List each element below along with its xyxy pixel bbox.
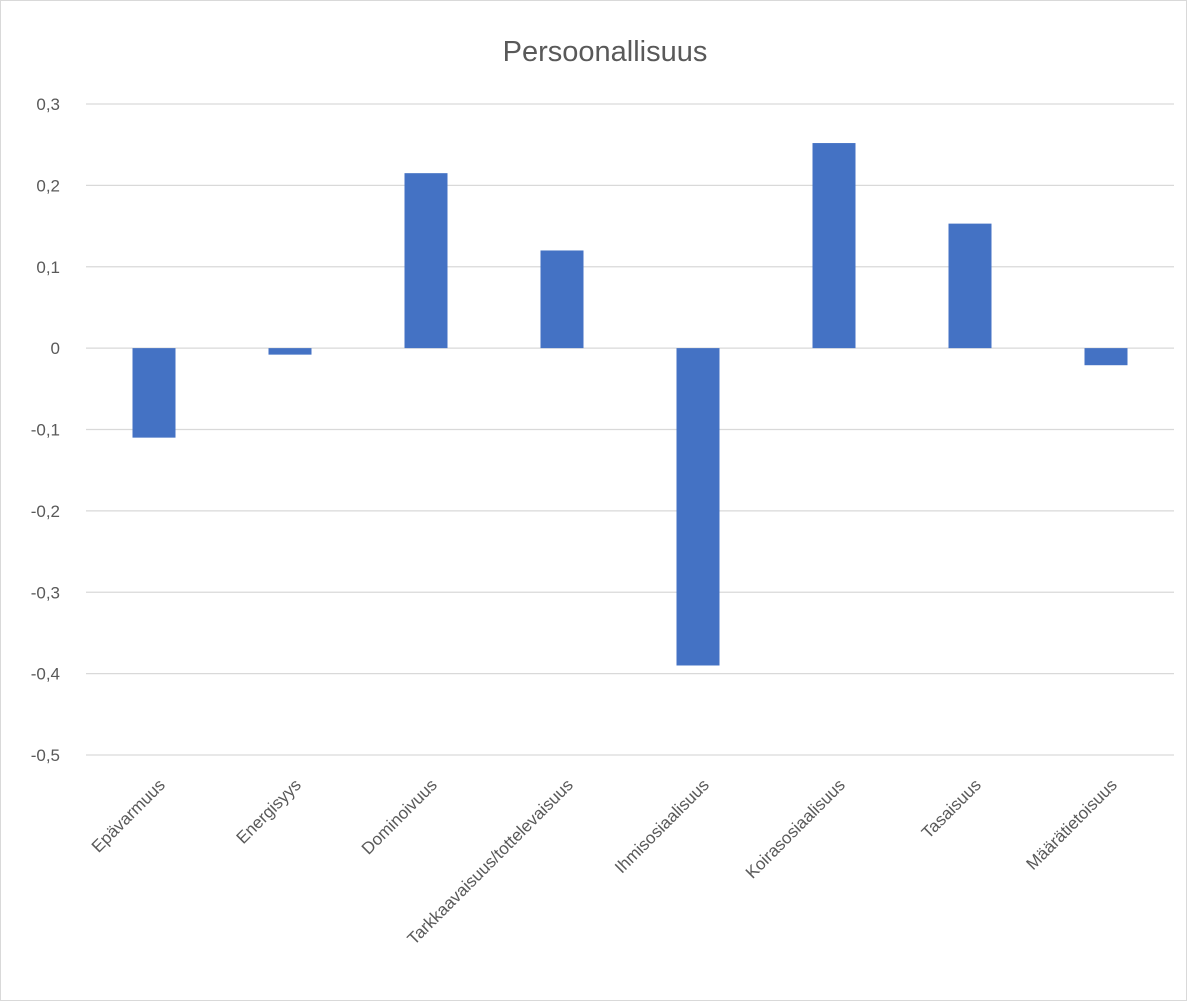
bars (132, 143, 1128, 666)
bar (132, 348, 176, 438)
x-category-label: Epävarmuus (88, 775, 169, 856)
y-tick-label: -0,1 (31, 421, 60, 440)
bar (404, 173, 448, 349)
y-tick-label: 0,1 (36, 258, 60, 277)
x-category-label: Energisyys (233, 775, 305, 847)
x-category-label: Dominoivuus (358, 775, 441, 858)
y-tick-label: -0,2 (31, 502, 60, 521)
x-category-label: Tasaisuus (918, 775, 985, 842)
x-category-label: Tarkkaavaisuus/tottelevaisuus (404, 775, 577, 948)
bar (1084, 348, 1128, 366)
x-category-label: Määrätietoisuus (1023, 775, 1121, 873)
x-axis-category-labels: Epävarmuus Energisyys DominoivuusTarkkaava… (88, 775, 1121, 948)
y-tick-label: 0,2 (36, 176, 60, 195)
bar (676, 348, 720, 666)
y-tick-label: 0,3 (36, 95, 60, 114)
bar (268, 348, 312, 355)
chart-title: Persoonallisuus (503, 36, 708, 68)
y-tick-label: -0,5 (31, 746, 60, 765)
gridlines (86, 103, 1174, 756)
y-tick-label: -0,4 (31, 665, 60, 684)
bar (540, 250, 584, 349)
y-tick-label: -0,3 (31, 583, 60, 602)
y-axis-tick-labels: 0,3 0,2 0,1 0 -0,1 -0,2 -0,3 -0,4 -0,5 (31, 95, 60, 765)
x-category-label: Koirasosiaalisuus (742, 775, 849, 882)
y-tick-label: 0 (51, 339, 60, 358)
bar (948, 223, 992, 349)
bar (812, 143, 856, 349)
x-category-label: Ihmisosiaalisuus (611, 775, 713, 877)
